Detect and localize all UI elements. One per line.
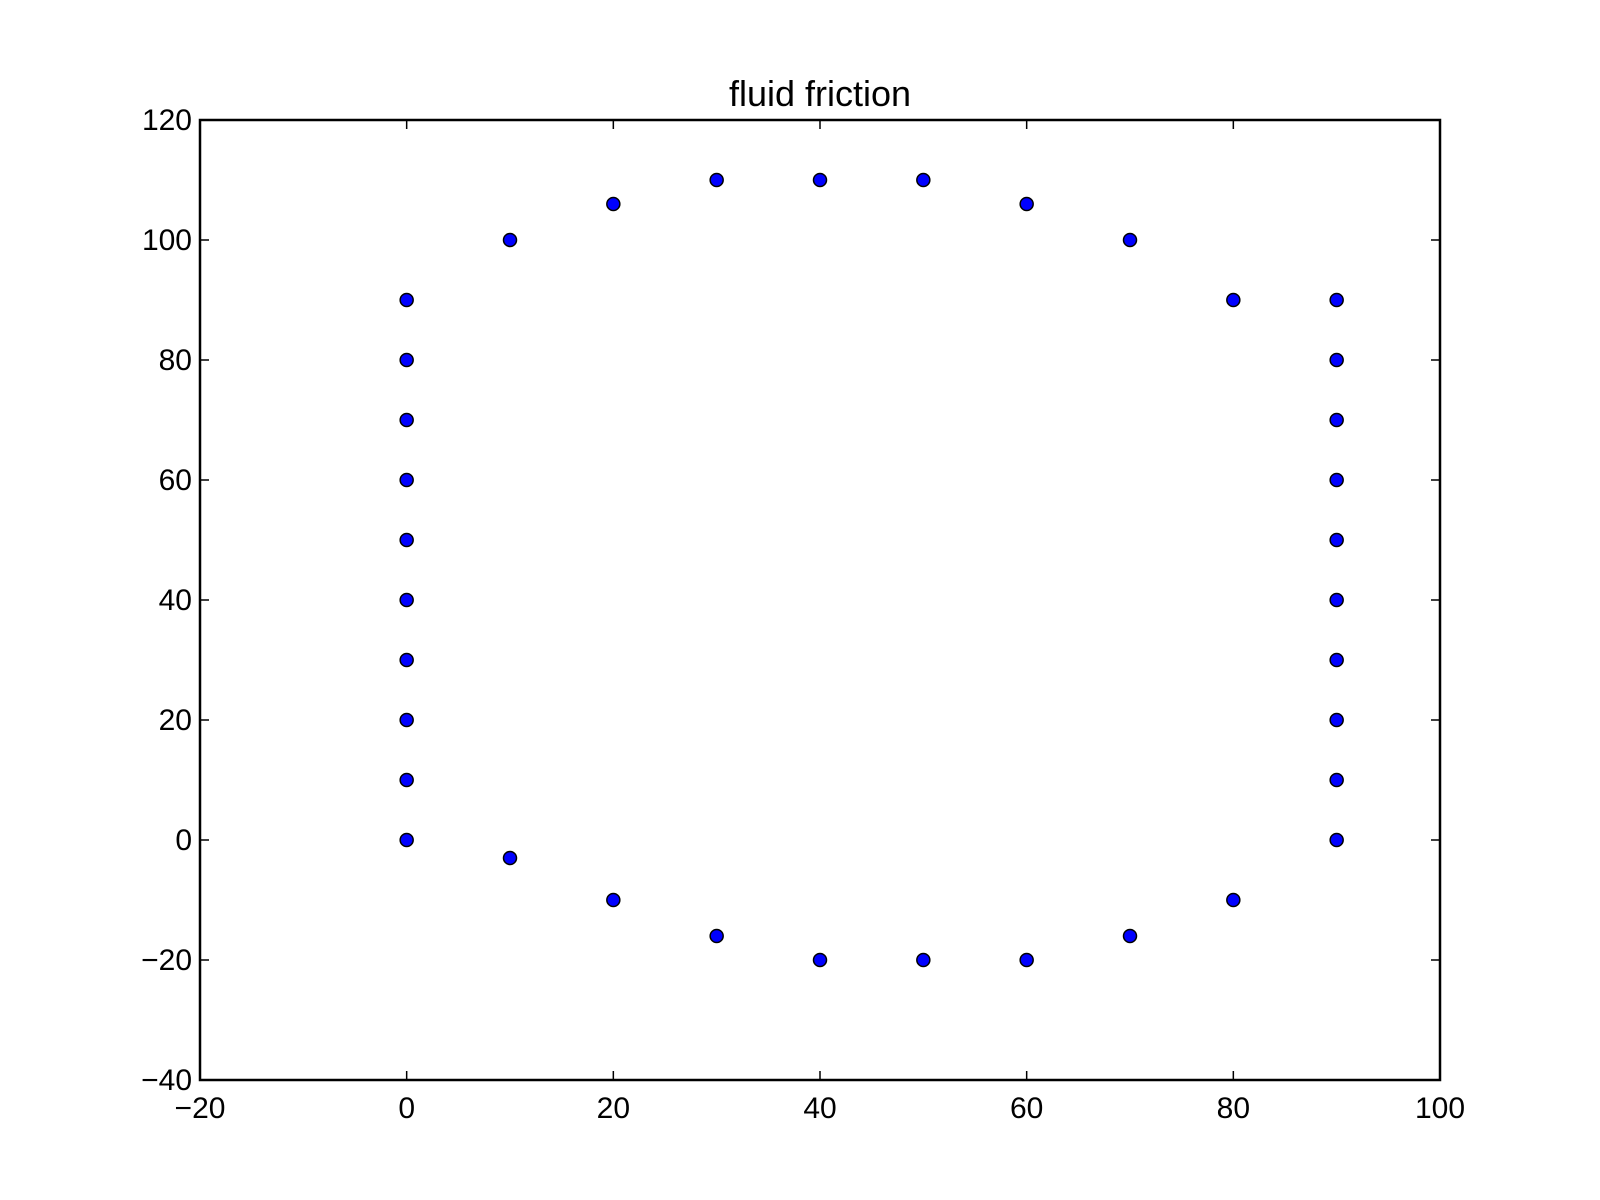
data-point bbox=[1329, 712, 1344, 728]
x-tick-label: −20 bbox=[175, 1092, 226, 1125]
data-point bbox=[399, 712, 414, 728]
data-point bbox=[1122, 928, 1138, 944]
data-point bbox=[399, 772, 414, 788]
data-point bbox=[1329, 472, 1344, 488]
y-tick-label: 20 bbox=[159, 704, 192, 737]
y-tick-label: −20 bbox=[141, 944, 192, 977]
x-tick-label: 40 bbox=[803, 1092, 836, 1125]
y-tick-label: 120 bbox=[142, 104, 192, 137]
data-point bbox=[606, 892, 621, 908]
data-point bbox=[1019, 952, 1034, 968]
x-tick-label: 20 bbox=[597, 1092, 630, 1125]
data-point bbox=[812, 952, 828, 968]
y-tick-label: 100 bbox=[142, 224, 192, 257]
data-point bbox=[1122, 232, 1138, 248]
x-tick-label: 60 bbox=[1010, 1092, 1043, 1125]
data-point bbox=[1329, 292, 1344, 308]
y-tick-label: 40 bbox=[159, 584, 192, 617]
data-point bbox=[1329, 652, 1344, 668]
y-tick-label: 0 bbox=[175, 824, 192, 857]
data-point bbox=[1329, 532, 1344, 548]
x-tick-label: 100 bbox=[1415, 1092, 1465, 1125]
data-point bbox=[1329, 832, 1344, 848]
data-point bbox=[399, 832, 414, 848]
data-point bbox=[399, 352, 414, 368]
data-point bbox=[709, 172, 724, 188]
data-point bbox=[812, 172, 828, 188]
data-point bbox=[1329, 412, 1344, 428]
data-point bbox=[1329, 352, 1344, 368]
data-points bbox=[399, 172, 1344, 968]
data-point bbox=[399, 292, 414, 308]
data-point bbox=[502, 850, 518, 866]
data-point bbox=[1329, 772, 1344, 788]
data-point bbox=[606, 196, 621, 212]
chart-title: fluid friction bbox=[729, 73, 911, 114]
data-point bbox=[399, 472, 414, 488]
data-point bbox=[916, 952, 931, 968]
y-tick-label: 80 bbox=[159, 344, 192, 377]
data-point bbox=[1226, 892, 1241, 908]
data-point bbox=[399, 412, 414, 428]
data-point bbox=[709, 928, 724, 944]
data-point bbox=[1019, 196, 1034, 212]
data-point bbox=[1329, 592, 1344, 608]
x-tick-label: 80 bbox=[1217, 1092, 1250, 1125]
data-point bbox=[1226, 292, 1241, 308]
data-point bbox=[399, 652, 414, 668]
data-point bbox=[399, 592, 414, 608]
y-tick-label: 60 bbox=[159, 464, 192, 497]
y-tick-label: −40 bbox=[141, 1064, 192, 1097]
data-point bbox=[399, 532, 414, 548]
x-tick-label: 0 bbox=[398, 1092, 415, 1125]
plot-frame bbox=[198, 118, 1442, 1082]
data-point bbox=[916, 172, 931, 188]
data-point bbox=[502, 232, 518, 248]
